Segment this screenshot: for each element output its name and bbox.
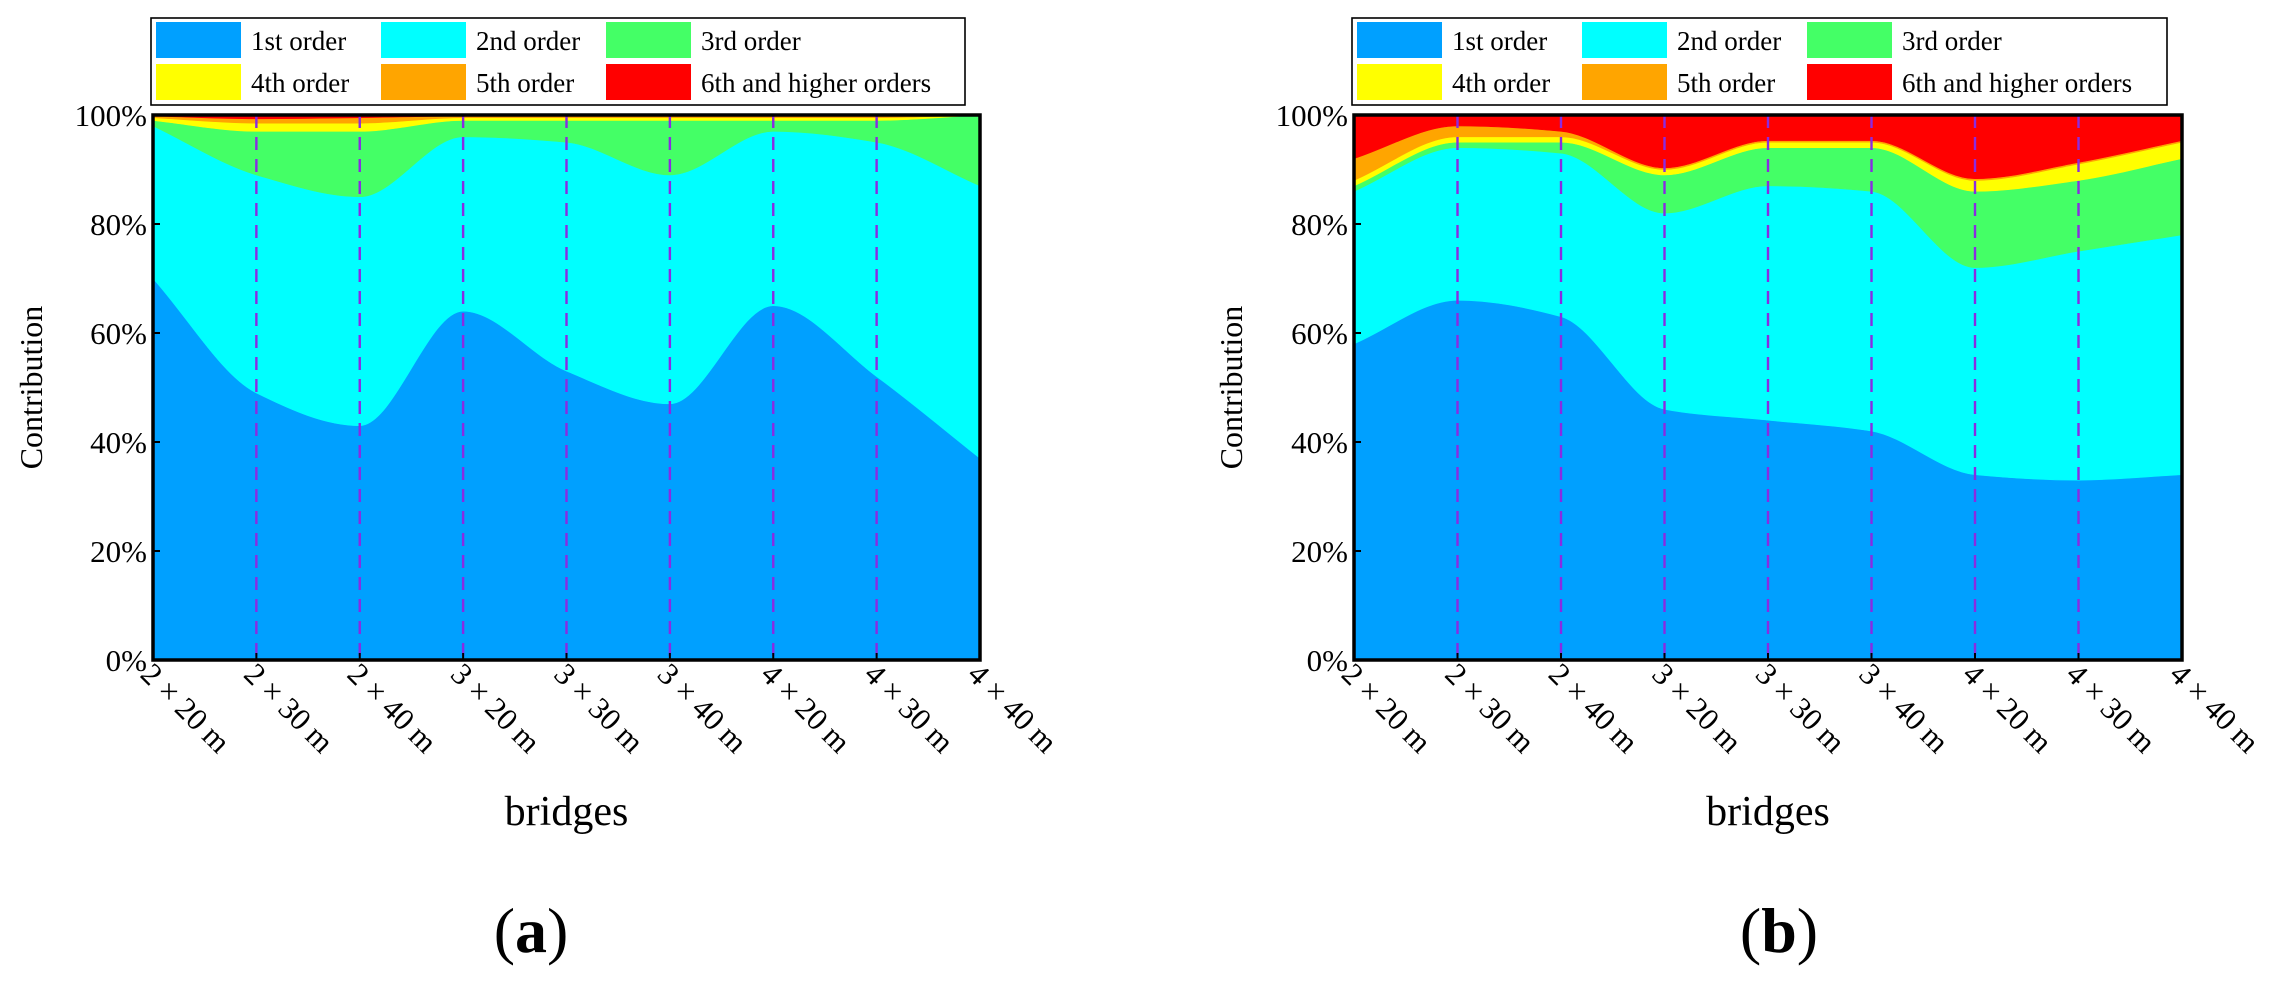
legend-box: [150, 17, 966, 106]
x-tick-label: 4 × 20 m: [754, 656, 857, 759]
x-tick-label: 4 × 40 m: [2163, 656, 2266, 759]
legend-swatch: [1582, 64, 1667, 100]
y-tick-label: 40%: [1291, 425, 1348, 460]
y-tick-label: 60%: [90, 316, 147, 351]
y-tick-label: 0%: [1307, 643, 1348, 678]
y-tick-label: 40%: [90, 425, 147, 460]
x-tick-label: 3 × 40 m: [651, 656, 754, 759]
y-tick-label: 80%: [1291, 207, 1348, 242]
legend-label: 6th and higher orders: [701, 68, 931, 98]
x-tick-label: 2 × 30 m: [237, 656, 340, 759]
y-tick-label: 20%: [90, 534, 147, 569]
legend-box: [1351, 17, 2168, 106]
x-tick-label: 2 × 40 m: [1542, 656, 1645, 759]
y-tick-label: 20%: [1291, 534, 1348, 569]
category-gridlines: [255, 115, 878, 660]
x-axis-title: bridges: [1706, 789, 1830, 835]
legend-label: 3rd order: [701, 26, 801, 56]
x-tick-label: 3 × 40 m: [1853, 656, 1956, 759]
x-tick-label: 2 × 30 m: [1439, 656, 1542, 759]
legend-swatch: [156, 22, 241, 58]
y-tick-label: 80%: [90, 207, 147, 242]
legend-swatch: [1357, 64, 1442, 100]
y-tick-label: 60%: [1291, 316, 1348, 351]
panel-label: (b): [1740, 895, 1818, 966]
x-tick-label: 4 × 30 m: [2060, 656, 2163, 759]
legend-item: 4th order: [156, 64, 349, 100]
legend-item: 1st order: [1357, 22, 1547, 58]
legend-item: 5th order: [1582, 64, 1775, 100]
legend-label: 2nd order: [1677, 26, 1781, 56]
legend-label: 2nd order: [476, 26, 580, 56]
legend-swatch: [1807, 64, 1892, 100]
legend: 1st order 2nd order 3rd order 4th order 5th …: [150, 17, 966, 106]
legend-swatch: [606, 22, 691, 58]
x-tick-label: 3 × 30 m: [548, 656, 651, 759]
legend-label: 4th order: [251, 68, 349, 98]
legend-item: 2nd order: [1582, 22, 1781, 58]
legend-label: 1st order: [251, 26, 346, 56]
legend-label: 1st order: [1452, 26, 1547, 56]
legend-swatch: [381, 22, 466, 58]
x-tick-label: 2 × 20 m: [1335, 656, 1438, 759]
legend-label: 3rd order: [1902, 26, 2002, 56]
y-axis: 0% 20% 40% 60% 80% 100%: [75, 98, 160, 678]
legend-item: 6th and higher orders: [1807, 64, 2132, 100]
x-tick-label: 3 × 30 m: [1749, 656, 1852, 759]
y-axis-title: Contribution: [1213, 306, 1249, 470]
legend-label: 5th order: [476, 68, 574, 98]
x-tick-label: 3 × 20 m: [444, 656, 547, 759]
legend-item: 3rd order: [606, 22, 801, 58]
legend-item: 1st order: [156, 22, 346, 58]
legend-swatch: [1807, 22, 1892, 58]
legend-swatch: [156, 64, 241, 100]
legend-item: 6th and higher orders: [606, 64, 931, 100]
legend-swatch: [1357, 22, 1442, 58]
legend-label: 6th and higher orders: [1902, 68, 2132, 98]
legend-swatch: [1582, 22, 1667, 58]
x-tick-label: 2 × 40 m: [341, 656, 444, 759]
x-tick-label: 4 × 30 m: [858, 656, 961, 759]
legend-swatch: [381, 64, 466, 100]
x-axis-title: bridges: [505, 789, 629, 835]
legend-label: 5th order: [1677, 68, 1775, 98]
legend: 1st order 2nd order 3rd order 4th order 5th …: [1351, 17, 2168, 106]
x-tick-label: 2 × 20 m: [134, 656, 237, 759]
x-tick-label: 4 × 40 m: [961, 656, 1064, 759]
y-tick-label: 100%: [1276, 98, 1348, 133]
x-tick-label: 4 × 20 m: [1956, 656, 2059, 759]
y-axis-title: Contribution: [13, 306, 49, 470]
y-tick-label: 100%: [75, 98, 147, 133]
legend-swatch: [606, 64, 691, 100]
y-tick-label: 0%: [106, 643, 147, 678]
legend-item: 3rd order: [1807, 22, 2002, 58]
legend-item: 2nd order: [381, 22, 580, 58]
panel-label: (a): [494, 895, 569, 966]
legend-item: 4th order: [1357, 64, 1550, 100]
x-tick-label: 3 × 20 m: [1646, 656, 1749, 759]
legend-item: 5th order: [381, 64, 574, 100]
category-gridlines: [1456, 115, 2080, 660]
legend-label: 4th order: [1452, 68, 1550, 98]
y-axis: 0% 20% 40% 60% 80% 100%: [1276, 98, 1361, 678]
